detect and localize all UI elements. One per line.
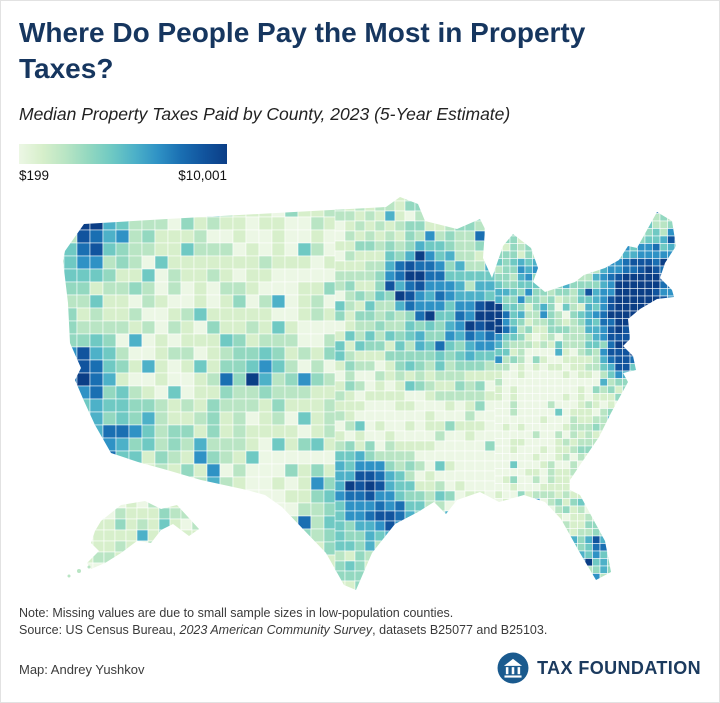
- map-svg: [63, 197, 676, 590]
- tax-foundation-logo: TAX FOUNDATION: [497, 651, 701, 685]
- source-survey-name: 2023 American Community Survey: [179, 623, 373, 637]
- page-title: Where Do People Pay the Most in Property…: [19, 17, 586, 84]
- source-suffix: , datasets B25077 and B25103.: [372, 623, 548, 637]
- us-county-choropleth-map: [35, 187, 695, 601]
- legend-labels: $199 $10,001: [19, 168, 227, 183]
- legend-min-label: $199: [19, 168, 50, 183]
- aleutian-islands: [67, 565, 91, 578]
- legend-max-label: $10,001: [178, 168, 227, 183]
- page-subtitle: Median Property Taxes Paid by County, 20…: [19, 104, 511, 124]
- brand-name: TAX FOUNDATION: [537, 657, 701, 678]
- alaska-counties: [87, 501, 199, 569]
- map-credit: Map: Andrey Yushkov: [19, 662, 145, 677]
- legend-gradient-bar: [19, 144, 227, 164]
- source-prefix: Source: US Census Bureau,: [19, 623, 180, 637]
- source-text: Source: US Census Bureau, 2023 American …: [19, 623, 699, 637]
- note-text: Note: Missing values are due to small sa…: [19, 606, 454, 620]
- tax-foundation-logo-icon: [497, 652, 529, 684]
